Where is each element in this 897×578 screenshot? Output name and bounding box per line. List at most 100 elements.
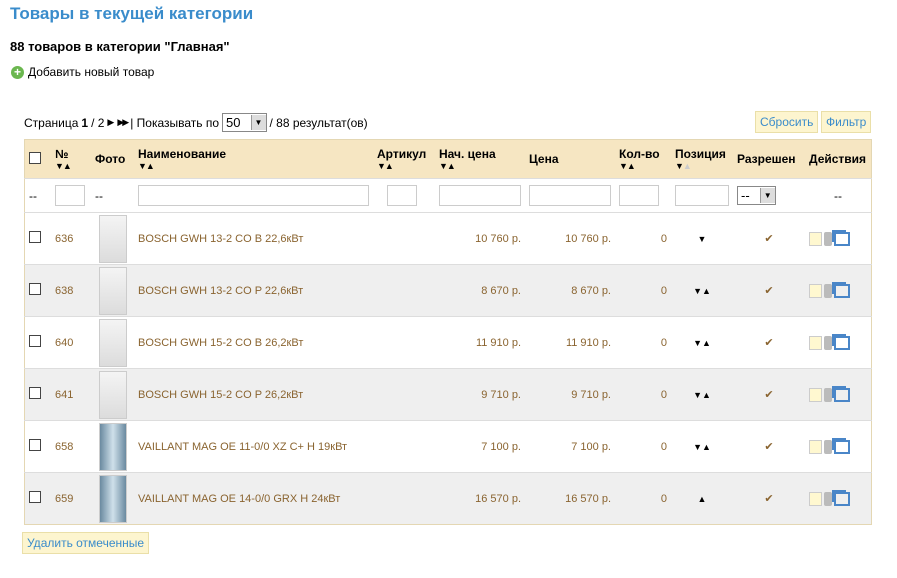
- product-name-link[interactable]: BOSCH GWH 13-2 CO B 22,6кВт: [134, 212, 373, 265]
- row-checkbox[interactable]: [29, 491, 41, 503]
- copy-icon[interactable]: [834, 439, 850, 454]
- row-checkbox[interactable]: [29, 439, 41, 451]
- product-photo[interactable]: [98, 474, 127, 523]
- position-arrows[interactable]: ▲: [671, 472, 733, 525]
- row-checkbox[interactable]: [29, 283, 41, 295]
- product-photo[interactable]: [98, 214, 127, 263]
- plus-icon: +: [11, 65, 24, 79]
- last-page-icon[interactable]: ▶▶: [117, 117, 129, 127]
- filter-row: -- -- -- ▼ --: [24, 178, 872, 213]
- select-all-checkbox[interactable]: [29, 151, 41, 164]
- per-page-select[interactable]: 50 ▼: [222, 113, 267, 132]
- product-photo[interactable]: [98, 370, 127, 419]
- product-name-link[interactable]: VAILLANT MAG OE 11-0/0 XZ C+ H 19кВт: [134, 420, 373, 473]
- qty: 0: [615, 420, 671, 473]
- product-name-link[interactable]: BOSCH GWH 15-2 CO B 26,2кВт: [134, 316, 373, 369]
- edit-icon[interactable]: [809, 491, 822, 506]
- filter-allowed-select[interactable]: -- ▼: [737, 186, 776, 205]
- product-name-link[interactable]: BOSCH GWH 15-2 CO P 26,2кВт: [134, 368, 373, 421]
- row-id: 638: [51, 264, 91, 317]
- total-pages: / 2: [91, 115, 105, 130]
- trash-icon[interactable]: [824, 491, 832, 506]
- copy-icon[interactable]: [834, 387, 850, 402]
- copy-icon[interactable]: [834, 491, 850, 506]
- sort-icon: ▼▲: [619, 161, 636, 171]
- product-name-link[interactable]: VAILLANT MAG OE 14-0/0 GRX H 24кВт: [134, 472, 373, 525]
- trash-icon[interactable]: [824, 439, 832, 454]
- row-checkbox[interactable]: [29, 387, 41, 399]
- check-icon[interactable]: ✔: [733, 316, 805, 369]
- filter-button[interactable]: Фильтр: [821, 111, 872, 133]
- chevron-down-icon: ▼: [250, 115, 266, 130]
- copy-icon[interactable]: [834, 335, 850, 350]
- sort-icon: ▼▲: [675, 161, 692, 171]
- add-label: Добавить новый товар: [28, 65, 155, 79]
- col-position[interactable]: Позиция ▼▲: [671, 139, 733, 179]
- row-checkbox[interactable]: [29, 231, 41, 243]
- filter-name-input[interactable]: [138, 185, 369, 206]
- row-checkbox[interactable]: [29, 335, 41, 347]
- edit-icon[interactable]: [809, 439, 822, 454]
- check-icon[interactable]: ✔: [733, 368, 805, 421]
- col-start-price[interactable]: Нач. цена ▼▲: [435, 139, 525, 179]
- col-qty[interactable]: Кол-во ▼▲: [615, 139, 671, 179]
- add-product-link[interactable]: + Добавить новый товар: [11, 65, 154, 79]
- price: 10 760 р.: [525, 212, 615, 265]
- edit-icon[interactable]: [809, 231, 822, 246]
- table-row: 658 VAILLANT MAG OE 11-0/0 XZ C+ H 19кВт…: [24, 420, 872, 473]
- col-sku[interactable]: Артикул ▼▲: [373, 139, 435, 179]
- filter-price-input[interactable]: [529, 185, 611, 206]
- products-table: № ▼▲ Фото Наименование ▼▲ Артикул ▼▲ Нач. ц…: [24, 139, 872, 525]
- chevron-down-icon: ▼: [759, 188, 775, 203]
- trash-icon[interactable]: [824, 283, 832, 298]
- trash-icon[interactable]: [824, 387, 832, 402]
- reset-button[interactable]: Сбросить: [755, 111, 819, 133]
- position-arrows[interactable]: ▼▲: [671, 368, 733, 421]
- edit-icon[interactable]: [809, 387, 822, 402]
- product-photo[interactable]: [98, 266, 127, 315]
- col-name[interactable]: Наименование ▼▲: [134, 139, 373, 179]
- check-icon[interactable]: ✔: [733, 264, 805, 317]
- price: 8 670 р.: [525, 264, 615, 317]
- check-icon[interactable]: ✔: [733, 212, 805, 265]
- trash-icon[interactable]: [824, 231, 832, 246]
- qty: 0: [615, 316, 671, 369]
- product-name-link[interactable]: BOSCH GWH 13-2 CO P 22,6кВт: [134, 264, 373, 317]
- table-row: 641 BOSCH GWH 15-2 CO P 26,2кВт 9 710 р.…: [24, 368, 872, 421]
- price: 16 570 р.: [525, 472, 615, 525]
- filter-id-input[interactable]: [55, 185, 85, 206]
- position-arrows[interactable]: ▼▲: [671, 420, 733, 473]
- product-photo[interactable]: [98, 318, 127, 367]
- sort-icon: ▼▲: [138, 161, 155, 171]
- next-page-icon[interactable]: ▶: [107, 117, 115, 127]
- start-price: 10 760 р.: [435, 212, 525, 265]
- filter-start-price-input[interactable]: [439, 185, 521, 206]
- copy-icon[interactable]: [834, 283, 850, 298]
- filter-position-input[interactable]: [675, 185, 729, 206]
- edit-icon[interactable]: [809, 335, 822, 350]
- position-arrows[interactable]: ▼▲: [671, 316, 733, 369]
- price: 9 710 р.: [525, 368, 615, 421]
- start-price: 8 670 р.: [435, 264, 525, 317]
- check-icon[interactable]: ✔: [733, 420, 805, 473]
- results-count: / 88 результат(ов): [269, 115, 368, 130]
- edit-icon[interactable]: [809, 283, 822, 298]
- row-id: 636: [51, 212, 91, 265]
- product-photo[interactable]: [98, 422, 127, 471]
- col-id[interactable]: № ▼▲: [51, 139, 91, 179]
- start-price: 9 710 р.: [435, 368, 525, 421]
- copy-icon[interactable]: [834, 231, 850, 246]
- filter-sku-input[interactable]: [387, 185, 417, 206]
- page-label: Страница: [24, 115, 79, 130]
- table-row: 636 BOSCH GWH 13-2 CO B 22,6кВт 10 760 р…: [24, 212, 872, 265]
- position-arrows[interactable]: ▼: [671, 212, 733, 265]
- delete-checked-button[interactable]: Удалить отмеченные: [22, 532, 150, 554]
- price: 7 100 р.: [525, 420, 615, 473]
- table-row: 638 BOSCH GWH 13-2 CO P 22,6кВт 8 670 р.…: [24, 264, 872, 317]
- trash-icon[interactable]: [824, 335, 832, 350]
- qty: 0: [615, 472, 671, 525]
- filter-qty-input[interactable]: [619, 185, 659, 206]
- check-icon[interactable]: ✔: [733, 472, 805, 525]
- table-row: 640 BOSCH GWH 15-2 CO B 26,2кВт 11 910 р…: [24, 316, 872, 369]
- position-arrows[interactable]: ▼▲: [671, 264, 733, 317]
